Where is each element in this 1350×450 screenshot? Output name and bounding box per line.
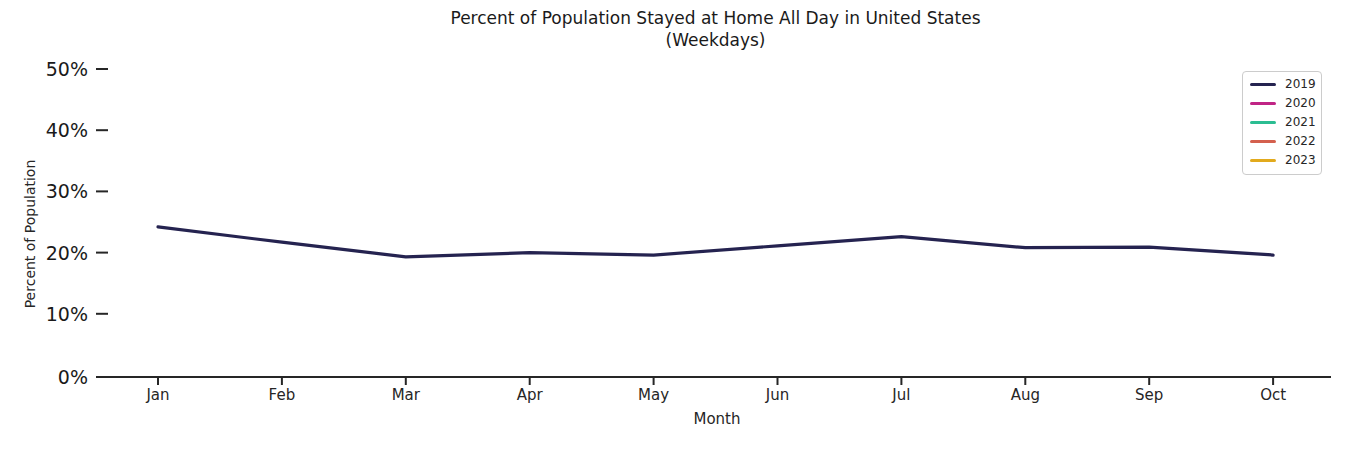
legend-line-swatch [1250, 159, 1276, 163]
series-line-2019 [158, 227, 1273, 257]
legend-label: 2020 [1285, 97, 1316, 110]
legend-line-swatch [1250, 140, 1276, 144]
y-tick-label: 30% [0, 180, 88, 202]
legend-entry: 2022 [1250, 135, 1313, 148]
x-tick-label: Jul [856, 386, 946, 404]
x-tick-label: Aug [980, 386, 1070, 404]
legend-line-swatch [1250, 83, 1276, 87]
chart-figure: Percent of Population Stayed at Home All… [0, 0, 1350, 450]
x-tick-label: May [609, 386, 699, 404]
x-axis-label: Month [467, 410, 967, 428]
x-tick-label: Jan [113, 386, 203, 404]
y-tick-label: 40% [0, 119, 88, 141]
legend-entry: 2023 [1250, 154, 1313, 167]
legend: 2019 2020 2021 2022 2023 [1242, 71, 1322, 175]
x-tick-label: Jun [733, 386, 823, 404]
plot-area [0, 0, 1350, 450]
legend-line-swatch [1250, 121, 1276, 125]
legend-label: 2022 [1285, 135, 1316, 148]
legend-entry: 2021 [1250, 116, 1313, 129]
y-tick-label: 10% [0, 303, 88, 325]
x-tick-label: Oct [1228, 386, 1318, 404]
x-tick-label: Apr [485, 386, 575, 404]
legend-label: 2023 [1285, 154, 1316, 167]
y-tick-label: 20% [0, 242, 88, 264]
legend-label: 2019 [1285, 78, 1316, 91]
legend-entry: 2019 [1250, 78, 1313, 91]
y-tick-label: 50% [0, 58, 88, 80]
x-tick-label: Feb [237, 386, 327, 404]
x-tick-label: Mar [361, 386, 451, 404]
legend-label: 2021 [1285, 116, 1316, 129]
x-tick-label: Sep [1104, 386, 1194, 404]
legend-entry: 2020 [1250, 97, 1313, 110]
legend-line-swatch [1250, 102, 1276, 106]
y-tick-label: 0% [0, 366, 88, 388]
